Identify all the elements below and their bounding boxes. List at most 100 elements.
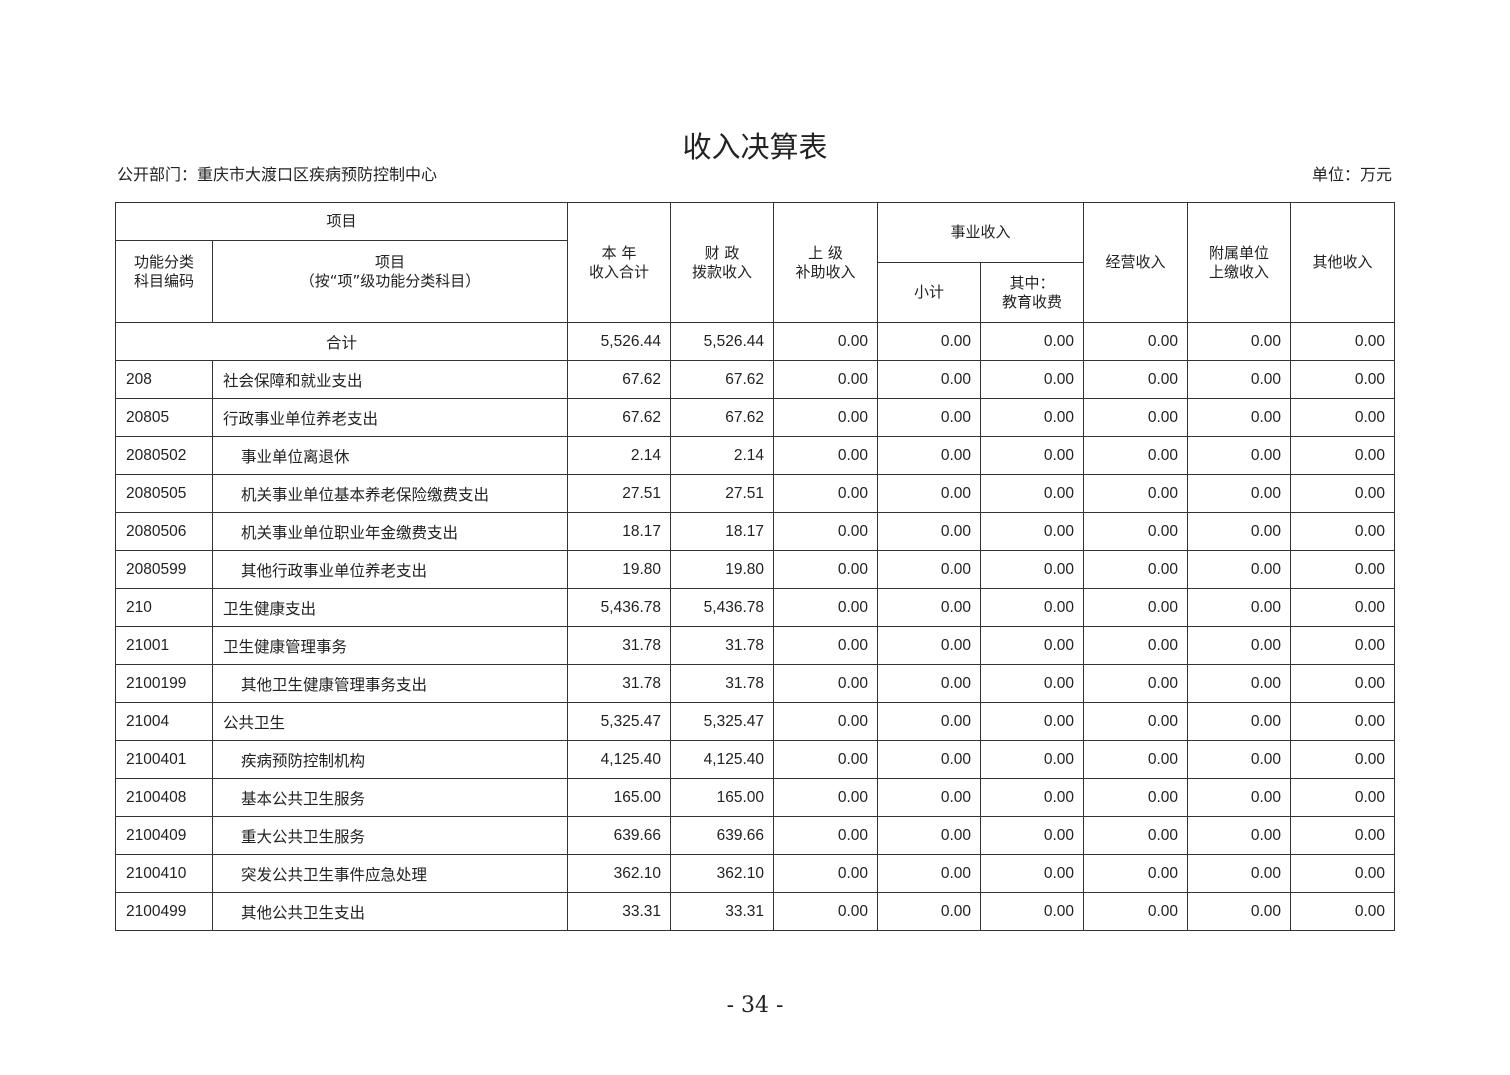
- total-row: 合计 5,526.44 5,526.44 0.00 0.00 0.00 0.00…: [114, 322, 1396, 361]
- cell-code: 2080505: [115, 474, 213, 513]
- table-row: 2100499 其他公共卫生支出 33.31 33.31 0.00 0.00 0.00 0.0…: [115, 892, 1396, 931]
- cell-value: 0.00: [773, 626, 879, 665]
- cell-value: 0.00: [1083, 816, 1189, 855]
- cell-value: 18.17: [567, 512, 672, 551]
- table-row: 21001 卫生健康管理事务 31.78 31.78 0.00 0.00 0.00 0.00 0…: [115, 626, 1396, 665]
- cell-value: 0.00: [773, 892, 879, 931]
- page-number: - 34 -: [726, 993, 784, 1018]
- cell-value: 0.00: [1083, 512, 1189, 551]
- cell-code: 2100410: [115, 854, 213, 893]
- header-item: 项目 （按“项”级功能分类科目）: [211, 240, 569, 323]
- cell-value: 165.00: [670, 778, 775, 817]
- cell-value: 362.10: [670, 854, 775, 893]
- cell-value: 0.00: [877, 550, 982, 589]
- table-row: 210 卫生健康支出 5,436.78 5,436.78 0.00 0.00 0.00 0.0…: [115, 588, 1396, 627]
- cell-value: 0.00: [1290, 892, 1396, 931]
- table-row: 2100199 其他卫生健康管理事务支出 31.78 31.78 0.00 0.00 0.0…: [115, 664, 1396, 703]
- cell-code: 2100409: [115, 816, 213, 855]
- cell-code: 2100199: [115, 664, 213, 703]
- cell-value: 0.00: [773, 740, 879, 779]
- cell-value: 2.14: [567, 436, 672, 475]
- total-label: 合计: [114, 322, 569, 361]
- cell-value: 0.00: [877, 512, 982, 551]
- unit-label: 单位：万元: [1311, 165, 1392, 184]
- header-code: 功能分类 科目编码: [115, 240, 213, 323]
- cell-value: 0.00: [980, 664, 1085, 703]
- cell-name: 基本公共卫生服务: [211, 778, 569, 817]
- cell-value: 0.00: [1083, 778, 1189, 817]
- cell-value: 31.78: [670, 664, 775, 703]
- cell-name: 重大公共卫生服务: [211, 816, 569, 855]
- cell-name: 机关事业单位基本养老保险缴费支出: [211, 474, 569, 513]
- cell-code: 2100401: [115, 740, 213, 779]
- cell-value: 31.78: [567, 626, 672, 665]
- cell-value: 0.00: [1290, 740, 1396, 779]
- cell-value: 639.66: [670, 816, 775, 855]
- cell-value: 0.00: [1187, 740, 1292, 779]
- cell-value: 0.00: [773, 550, 879, 589]
- cell-value: 0.00: [773, 436, 879, 475]
- cell-value: 0.00: [1083, 664, 1189, 703]
- cell-value: 0.00: [877, 360, 982, 399]
- cell-code: 2080506: [115, 512, 213, 551]
- cell-value: 0.00: [1290, 664, 1396, 703]
- cell-value: 0.00: [877, 816, 982, 855]
- cell-value: 0.00: [1290, 550, 1396, 589]
- header-total: 本 年 收入合计: [567, 202, 672, 323]
- cell-value: 0.00: [980, 854, 1085, 893]
- cell-value: 0.00: [1290, 816, 1396, 855]
- header-business-group: 事业收入: [877, 202, 1085, 263]
- cell-value: 0.00: [1187, 816, 1292, 855]
- table-row: 20805 行政事业单位养老支出 67.62 67.62 0.00 0.00 0.00 0.0…: [115, 398, 1396, 437]
- table-row: 2080505 机关事业单位基本养老保险缴费支出 27.51 27.51 0.00 0.0…: [115, 474, 1396, 513]
- cell-code: 20805: [115, 398, 213, 437]
- cell-code: 2080502: [115, 436, 213, 475]
- cell-value: 5,436.78: [567, 588, 672, 627]
- cell-code: 21001: [115, 626, 213, 665]
- cell-value: 0.00: [877, 702, 982, 741]
- table-row: 2100401 疾病预防控制机构 4,125.40 4,125.40 0.00 0.00 0…: [115, 740, 1396, 779]
- cell-value: 0.00: [1083, 398, 1189, 437]
- cell-value: 0.00: [773, 512, 879, 551]
- cell-value: 0.00: [980, 702, 1085, 741]
- cell-value: 0.00: [1290, 474, 1396, 513]
- cell-value: 4,125.40: [670, 740, 775, 779]
- cell-value: 5,526.44: [567, 322, 672, 361]
- cell-value: 33.31: [670, 892, 775, 931]
- cell-value: 0.00: [1187, 322, 1292, 361]
- table-row: 2080502 事业单位离退休 2.14 2.14 0.00 0.00 0.00 0.00 0.…: [115, 436, 1396, 475]
- cell-value: 0.00: [1290, 512, 1396, 551]
- cell-value: 0.00: [1290, 398, 1396, 437]
- cell-name: 机关事业单位职业年金缴费支出: [211, 512, 569, 551]
- cell-value: 0.00: [1083, 322, 1189, 361]
- cell-value: 362.10: [567, 854, 672, 893]
- header-affiliated: 附属单位 上缴收入: [1187, 202, 1292, 323]
- cell-name: 疾病预防控制机构: [211, 740, 569, 779]
- cell-code: 2100499: [115, 892, 213, 931]
- cell-value: 0.00: [1083, 588, 1189, 627]
- cell-value: 0.00: [877, 322, 982, 361]
- department-label: 公开部门：重庆市大渡口区疾病预防控制中心: [117, 165, 438, 184]
- table-row: 21004 公共卫生 5,325.47 5,325.47 0.00 0.00 0.00 0.0…: [115, 702, 1396, 741]
- cell-value: 0.00: [980, 740, 1085, 779]
- cell-value: 67.62: [567, 360, 672, 399]
- cell-name: 事业单位离退休: [211, 436, 569, 475]
- cell-value: 0.00: [773, 778, 879, 817]
- table-row: 2100408 基本公共卫生服务 165.00 165.00 0.00 0.00 0.00 0…: [115, 778, 1396, 817]
- table-row: 208 社会保障和就业支出 67.62 67.62 0.00 0.00 0.00 0.00 0.…: [115, 360, 1396, 399]
- cell-value: 0.00: [1187, 626, 1292, 665]
- cell-value: 0.00: [877, 474, 982, 513]
- header-education: 其中： 教育收费: [980, 262, 1085, 323]
- cell-value: 0.00: [1083, 436, 1189, 475]
- cell-value: 0.00: [1187, 664, 1292, 703]
- header-operating: 经营收入: [1083, 202, 1189, 323]
- cell-value: 5,325.47: [670, 702, 775, 741]
- cell-value: 0.00: [980, 626, 1085, 665]
- cell-value: 0.00: [1187, 702, 1292, 741]
- cell-value: 0.00: [980, 322, 1085, 361]
- cell-value: 0.00: [773, 360, 879, 399]
- cell-name: 其他行政事业单位养老支出: [211, 550, 569, 589]
- table-row: 2100409 重大公共卫生服务 639.66 639.66 0.00 0.00 0.00 0…: [115, 816, 1396, 855]
- cell-value: 5,526.44: [670, 322, 775, 361]
- cell-value: 19.80: [670, 550, 775, 589]
